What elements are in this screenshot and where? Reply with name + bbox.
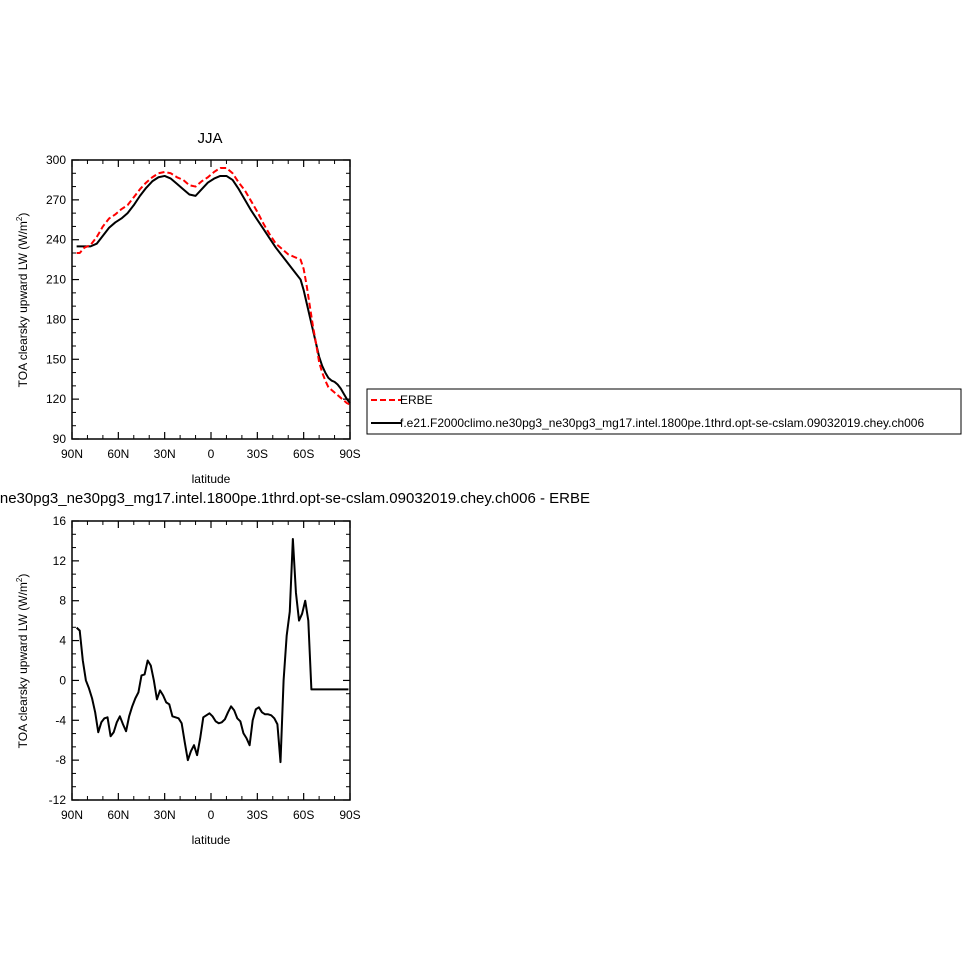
- bottom-ylabel-sup: 2: [15, 577, 24, 582]
- bottom-chart-ticks: 90N 60N 30N 0 30S 60S 90S -12 -8 -4 0 4 8 12 16: [49, 514, 361, 822]
- bottom-x-tick-label: 0: [208, 808, 215, 822]
- bottom-chart-frame: [71, 520, 351, 801]
- top-chart-xlabel: latitude: [192, 472, 231, 486]
- top-chart-title: JJA: [197, 130, 222, 147]
- bottom-x-tick-label: 90S: [339, 808, 360, 822]
- bottom-ylabel-end: ): [16, 574, 30, 578]
- bottom-ylabel-main: TOA clearsky upward LW (W/m: [16, 582, 30, 748]
- bottom-y-tick-label: 8: [59, 594, 66, 608]
- bottom-chart-series: [75, 537, 349, 764]
- bottom-chart-panel: f.e21.F2000climo.ne30pg3_ne30pg3_mg17.in…: [0, 490, 590, 847]
- top-ylabel-end: ): [16, 213, 30, 217]
- top-y-tick-label: 300: [46, 153, 66, 167]
- bottom-y-tick-label: -4: [55, 713, 66, 727]
- bottom-y-tick-label: -12: [49, 793, 67, 807]
- top-chart-series: [76, 166, 351, 406]
- top-series-line-model: [76, 174, 351, 404]
- top-x-tick-label: 30S: [247, 447, 268, 461]
- bottom-y-tick-label: 0: [59, 673, 66, 687]
- bottom-x-tick-label: 90N: [61, 808, 83, 822]
- top-y-tick-label: 90: [53, 432, 67, 446]
- bottom-chart-title: f.e21.F2000climo.ne30pg3_ne30pg3_mg17.in…: [0, 490, 590, 507]
- bottom-x-tick-label: 60N: [107, 808, 129, 822]
- bottom-chart-xlabel: latitude: [192, 833, 231, 847]
- top-y-tick-label: 150: [46, 352, 66, 366]
- top-x-tick-label: 90S: [339, 447, 360, 461]
- legend-label-erbe: ERBE: [400, 393, 433, 407]
- top-chart-ticks: 90N 60N 30N 0 30S 60S 90S 90 120 150 180 210 240 270 3…: [46, 153, 361, 461]
- top-series-line-erbe: [76, 166, 351, 406]
- bottom-y-tick-label: 12: [53, 554, 67, 568]
- top-y-tick-label: 120: [46, 392, 66, 406]
- top-chart-ylabel: TOA clearsky upward LW (W/m2): [15, 213, 30, 388]
- bottom-y-tick-label: 4: [59, 634, 66, 648]
- top-x-tick-label: 60N: [107, 447, 129, 461]
- top-ylabel-sup: 2: [15, 216, 24, 221]
- top-y-tick-label: 180: [46, 312, 66, 326]
- top-x-tick-label: 30N: [154, 447, 176, 461]
- top-chart-frame: [71, 159, 351, 440]
- top-chart-panel: JJA TOA clearsky upward LW (W/m2) latitu…: [15, 130, 361, 486]
- bottom-series-line-difference: [75, 537, 349, 764]
- bottom-x-tick-label: 30S: [247, 808, 268, 822]
- top-x-tick-label: 60S: [293, 447, 314, 461]
- top-x-tick-label: 90N: [61, 447, 83, 461]
- top-ylabel-main: TOA clearsky upward LW (W/m: [16, 221, 30, 387]
- bottom-y-tick-label: 16: [53, 514, 67, 528]
- legend: ERBE f.e21.F2000climo.ne30pg3_ne30pg3_mg…: [366, 388, 962, 435]
- legend-label-model: f.e21.F2000climo.ne30pg3_ne30pg3_mg17.in…: [400, 416, 924, 430]
- bottom-x-tick-label: 60S: [293, 808, 314, 822]
- legend-box: [366, 388, 962, 435]
- bottom-y-tick-label: -8: [55, 753, 66, 767]
- bottom-chart-ylabel: TOA clearsky upward LW (W/m2): [15, 574, 30, 749]
- top-y-tick-label: 210: [46, 273, 66, 287]
- top-y-tick-label: 270: [46, 193, 66, 207]
- top-y-tick-label: 240: [46, 233, 66, 247]
- top-x-tick-label: 0: [208, 447, 215, 461]
- bottom-x-tick-label: 30N: [154, 808, 176, 822]
